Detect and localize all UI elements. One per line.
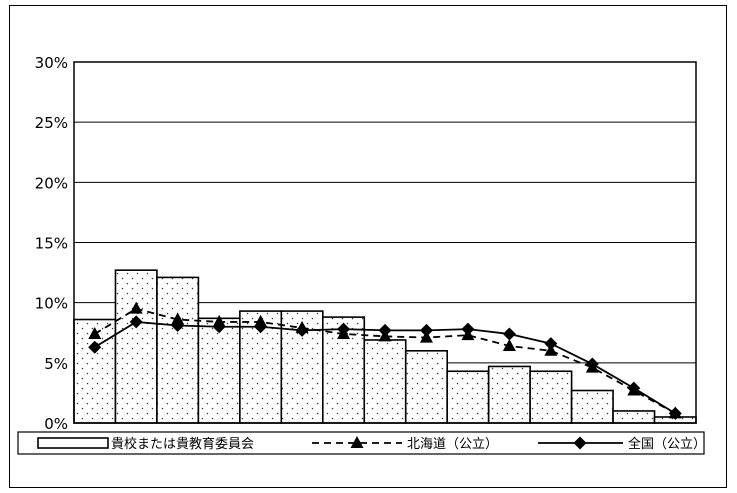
point-national — [585, 357, 599, 371]
y-tick-label: 10% — [35, 295, 68, 313]
point-national — [254, 320, 268, 334]
y-tick-label: 15% — [35, 235, 68, 253]
legend-label-national: 全国（公立） — [628, 436, 706, 452]
bar — [446, 370, 490, 424]
point-national — [544, 337, 558, 351]
bar — [529, 370, 573, 424]
bar — [156, 276, 200, 424]
point-national — [171, 319, 185, 333]
y-tick-label: 30% — [35, 54, 68, 72]
point-national — [502, 327, 516, 341]
plot-area — [73, 61, 697, 424]
point-national — [88, 340, 102, 354]
legend-marker-national — [573, 436, 587, 450]
chart-frame: 0%5%10%15%20%25%30%01234567891011121314 … — [9, 5, 727, 488]
point-national — [668, 406, 682, 420]
line-series-hokkaido — [94, 307, 676, 415]
bar — [114, 269, 158, 424]
bar — [487, 365, 531, 424]
point-hokkaido — [129, 301, 143, 314]
y-tick-label: 5% — [44, 355, 68, 373]
legend-marker-hokkaido — [350, 436, 364, 448]
point-hokkaido — [171, 312, 185, 325]
y-tick-label: 25% — [35, 114, 68, 132]
y-tick-label: 20% — [35, 174, 68, 192]
bar — [570, 389, 614, 424]
point-national — [129, 315, 143, 329]
point-national — [627, 381, 641, 395]
point-national — [461, 322, 475, 336]
point-national — [295, 323, 309, 337]
y-tick-label: 0% — [44, 415, 68, 433]
point-hokkaido — [88, 326, 102, 339]
bar — [363, 339, 407, 424]
legend-label-hokkaido: 北海道（公立） — [407, 437, 498, 452]
point-national — [419, 323, 433, 337]
legend-label-school: 貴校または貴教育委員会 — [111, 436, 254, 452]
chart-svg: 0%5%10%15%20%25%30%01234567891011121314 … — [17, 54, 706, 455]
point-national — [212, 320, 226, 334]
bar — [197, 317, 241, 424]
bar — [404, 349, 449, 424]
point-national — [378, 323, 392, 337]
point-hokkaido — [502, 338, 516, 351]
point-national — [337, 322, 351, 336]
legend-swatch-bar — [37, 437, 109, 449]
bar — [612, 410, 656, 424]
